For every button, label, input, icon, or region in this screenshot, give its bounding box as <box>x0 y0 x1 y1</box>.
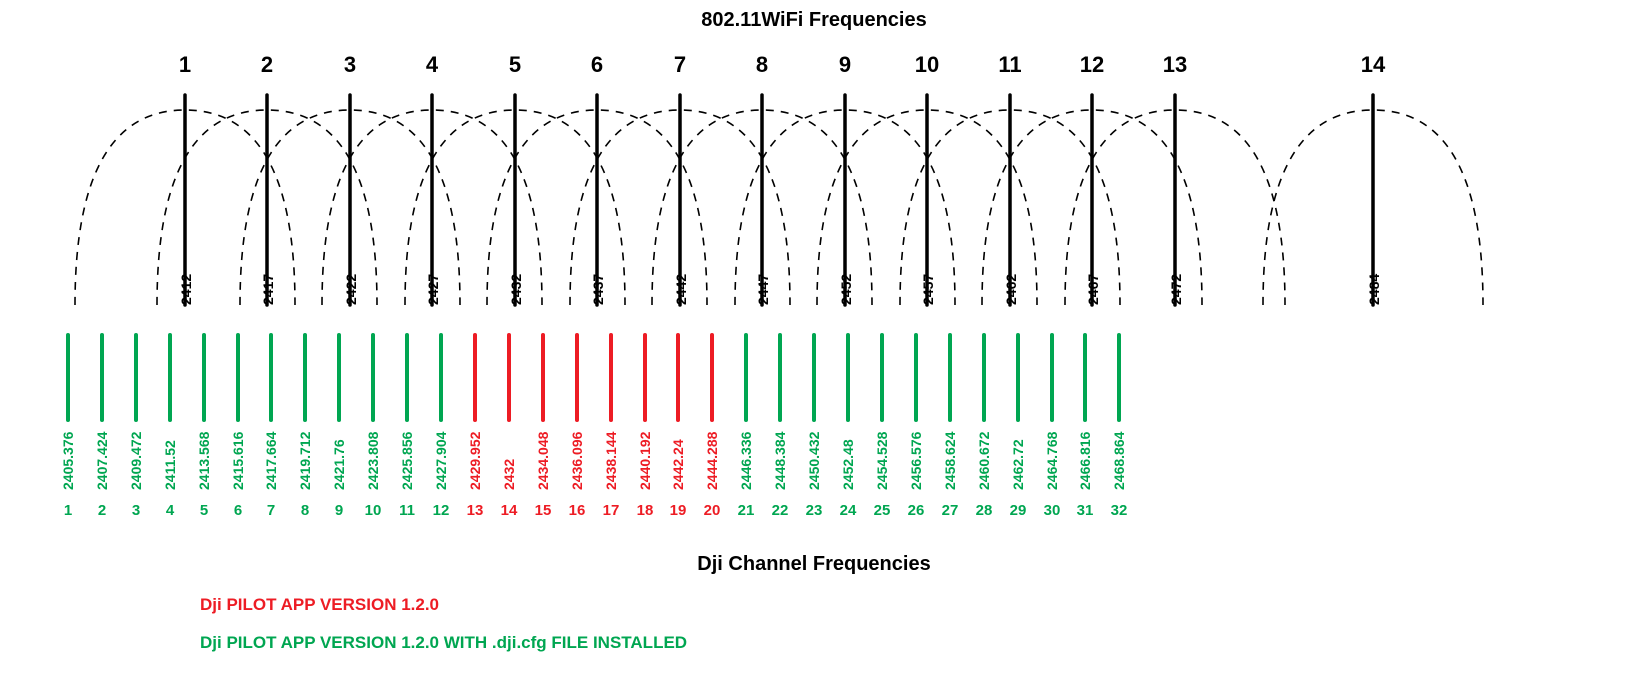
dji-channel-freq: 2456.576 <box>908 431 924 490</box>
dji-channel-number: 30 <box>1044 502 1061 519</box>
dji-channel-number: 24 <box>840 502 857 519</box>
wifi-channel-number: 8 <box>756 52 768 77</box>
dji-channel-number: 5 <box>200 502 208 519</box>
wifi-channel-freq: 2427 <box>425 274 441 305</box>
dji-channel-number: 23 <box>806 502 823 519</box>
dji-channel-freq: 2442.24 <box>670 439 686 490</box>
wifi-channel-freq: 2457 <box>920 274 936 305</box>
dji-channel-freq: 2458.624 <box>942 431 958 490</box>
dji-channel-number: 14 <box>501 502 518 519</box>
wifi-channel-number: 6 <box>591 52 603 77</box>
dji-channel-number: 19 <box>670 502 687 519</box>
dji-channel-number: 20 <box>704 502 721 519</box>
dji-channel-number: 10 <box>365 502 382 519</box>
dji-channel-freq: 2411.52 <box>162 440 178 490</box>
dji-channel-number: 18 <box>637 502 654 519</box>
wifi-channel-freq: 2417 <box>260 274 276 305</box>
dji-channel-freq: 2423.808 <box>365 431 381 490</box>
wifi-channel-number: 11 <box>998 52 1021 77</box>
wifi-channel-freq: 2452 <box>838 274 854 305</box>
dji-channel-freq: 2427.904 <box>433 431 449 490</box>
dji-channel-number: 6 <box>234 502 242 519</box>
wifi-channel-freq: 2442 <box>673 274 689 305</box>
title-bottom: Dji Channel Frequencies <box>697 553 930 575</box>
dji-channel-freq: 2452.48 <box>840 439 856 490</box>
wifi-channel-number: 1 <box>179 52 191 77</box>
wifi-channel-number: 4 <box>426 52 439 77</box>
legend-green: Dji PILOT APP VERSION 1.2.0 WITH .dji.cf… <box>200 633 687 652</box>
dji-channel-number: 25 <box>874 502 891 519</box>
dji-channel-freq: 2419.712 <box>297 431 313 490</box>
frequency-diagram: 802.11WiFi Frequencies124122241732422424… <box>0 0 1628 674</box>
dji-channel-number: 13 <box>467 502 484 519</box>
legend-red: Dji PILOT APP VERSION 1.2.0 <box>200 595 439 614</box>
dji-channel-number: 3 <box>132 502 140 519</box>
dji-channel-freq: 2446.336 <box>738 431 754 490</box>
dji-channel-number: 22 <box>772 502 789 519</box>
wifi-channel-number: 3 <box>344 52 356 77</box>
dji-channel-freq: 2425.856 <box>399 431 415 490</box>
dji-channel-freq: 2444.288 <box>704 431 720 490</box>
dji-channel-freq: 2450.432 <box>806 431 822 490</box>
wifi-channel-freq: 2432 <box>508 274 524 305</box>
wifi-channel-freq: 2467 <box>1085 274 1101 305</box>
wifi-channel-number: 5 <box>509 52 521 77</box>
dji-channel-freq: 2464.768 <box>1044 431 1060 490</box>
wifi-channel-number: 12 <box>1080 52 1104 77</box>
dji-channel-number: 1 <box>64 502 72 519</box>
wifi-channel-freq: 2422 <box>343 274 359 305</box>
dji-channel-freq: 2440.192 <box>637 431 653 490</box>
dji-channel-freq: 2436.096 <box>569 431 585 490</box>
dji-channel-number: 21 <box>738 502 755 519</box>
dji-channel-freq: 2415.616 <box>230 431 246 490</box>
dji-channel-number: 12 <box>433 502 450 519</box>
dji-channel-freq: 2460.672 <box>976 431 992 490</box>
dji-channel-number: 28 <box>976 502 993 519</box>
dji-channel-number: 17 <box>603 502 620 519</box>
dji-channel-number: 9 <box>335 502 343 519</box>
dji-channel-number: 31 <box>1077 502 1094 519</box>
dji-channel-freq: 2466.816 <box>1077 431 1093 490</box>
dji-channel-freq: 2432 <box>501 459 517 490</box>
dji-channel-freq: 2429.952 <box>467 431 483 490</box>
dji-channel-freq: 2417.664 <box>263 431 279 490</box>
dji-channel-freq: 2405.376 <box>60 431 76 490</box>
dji-channel-number: 26 <box>908 502 925 519</box>
dji-channel-freq: 2462.72 <box>1010 439 1026 490</box>
dji-channel-number: 8 <box>301 502 309 519</box>
dji-channel-number: 15 <box>535 502 552 519</box>
wifi-channel-number: 10 <box>915 52 939 77</box>
dji-channel-freq: 2421.76 <box>331 439 347 490</box>
dji-channel-number: 11 <box>399 502 415 519</box>
dji-channel-freq: 2409.472 <box>128 431 144 490</box>
dji-channel-freq: 2468.864 <box>1111 431 1127 490</box>
title-top: 802.11WiFi Frequencies <box>701 9 926 31</box>
wifi-channel-freq: 2462 <box>1003 274 1019 305</box>
dji-channel-number: 29 <box>1010 502 1027 519</box>
dji-channel-freq: 2407.424 <box>94 431 110 490</box>
dji-channel-freq: 2454.528 <box>874 431 890 490</box>
wifi-channel-freq: 2484 <box>1366 274 1382 305</box>
dji-channel-number: 4 <box>166 502 175 519</box>
wifi-channel-freq: 2437 <box>590 274 606 305</box>
dji-channel-freq: 2438.144 <box>603 431 619 490</box>
dji-channel-freq: 2434.048 <box>535 431 551 490</box>
wifi-channel-number: 2 <box>261 52 273 77</box>
dji-channel-number: 7 <box>267 502 275 519</box>
dji-channel-freq: 2448.384 <box>772 431 788 490</box>
dji-channel-freq: 2413.568 <box>196 431 212 490</box>
wifi-channel-number: 14 <box>1361 52 1386 77</box>
wifi-channel-freq: 2472 <box>1168 274 1184 305</box>
wifi-channel-freq: 2412 <box>178 274 194 305</box>
dji-channel-number: 27 <box>942 502 959 519</box>
wifi-channel-number: 9 <box>839 52 851 77</box>
dji-channel-number: 2 <box>98 502 106 519</box>
dji-channel-number: 32 <box>1111 502 1128 519</box>
wifi-channel-freq: 2447 <box>755 274 771 305</box>
dji-channel-number: 16 <box>569 502 586 519</box>
wifi-channel-number: 7 <box>674 52 686 77</box>
wifi-channel-number: 13 <box>1163 52 1187 77</box>
